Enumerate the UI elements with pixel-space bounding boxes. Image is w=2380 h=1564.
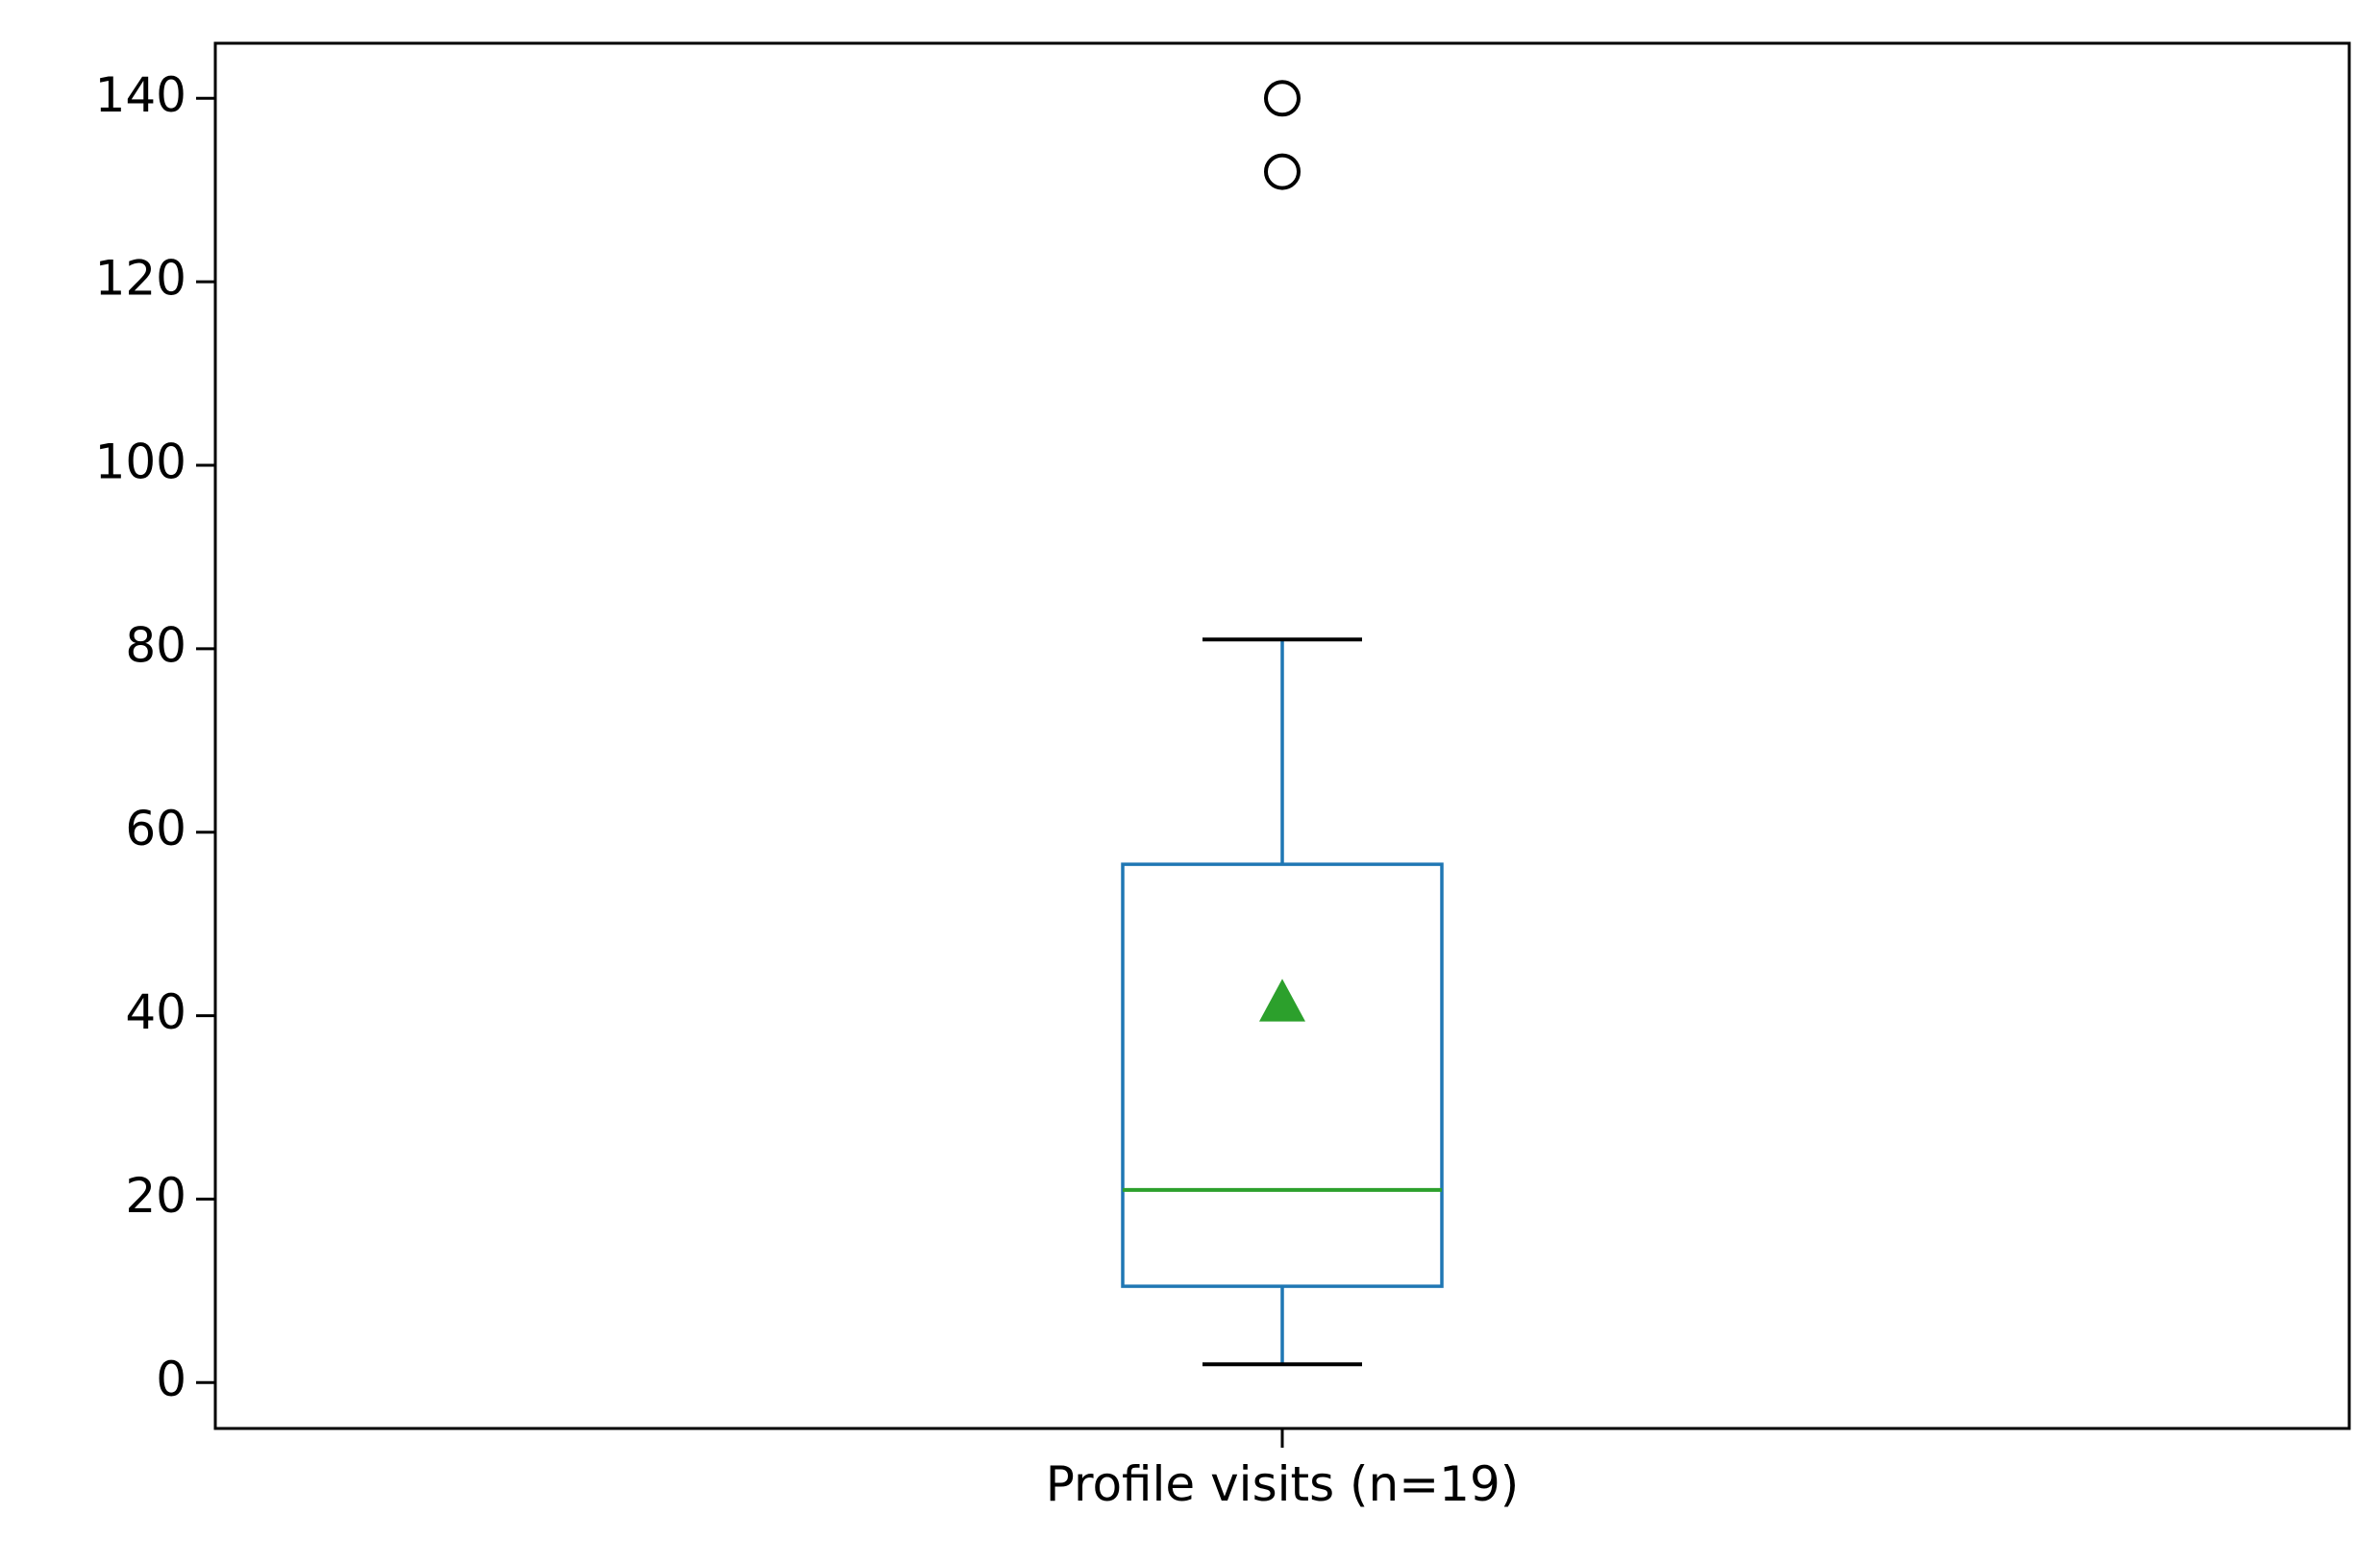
y-tick-label: 80	[125, 617, 186, 673]
y-tick-label: 20	[125, 1168, 186, 1224]
y-tick-label: 60	[125, 801, 186, 856]
outlier-point	[1264, 80, 1301, 117]
y-tick-label: 120	[95, 251, 186, 307]
y-tick-label: 0	[156, 1352, 186, 1407]
y-tick-label: 40	[125, 984, 186, 1040]
iqr-box	[1121, 862, 1444, 1288]
plot-marks	[1121, 80, 1444, 1367]
plot-frame	[213, 41, 2351, 1430]
y-axis: 0 20 40 60 80 100 120 140	[95, 67, 215, 1407]
y-tick-label: 140	[95, 67, 186, 123]
x-axis: Profile visits (n=19)	[1046, 1428, 1520, 1512]
mean-marker	[1259, 979, 1305, 1022]
x-tick-label: Profile visits (n=19)	[1046, 1456, 1520, 1512]
outlier-point	[1264, 153, 1301, 190]
y-tick-label: 100	[95, 434, 186, 489]
